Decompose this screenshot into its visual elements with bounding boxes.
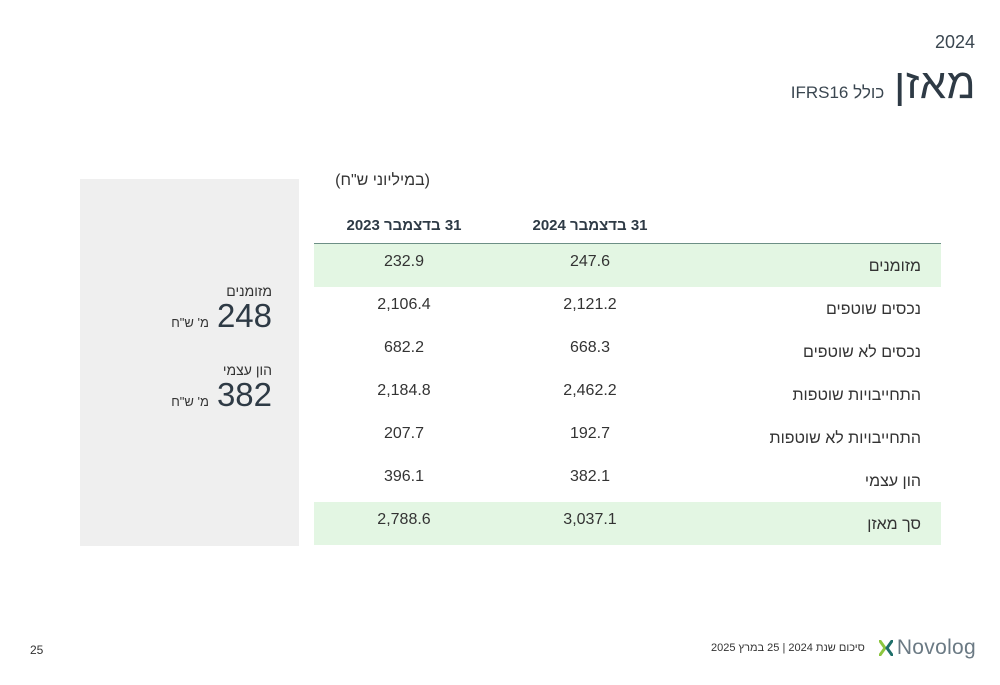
value-2024: 247.6	[569, 253, 611, 270]
table-row: התחייבויות שוטפות 2,462.2 2,184.8	[314, 373, 941, 416]
value-2024: 668.3	[569, 339, 611, 356]
row-label: הון עצמי	[864, 473, 921, 490]
page-number: 25	[30, 643, 44, 657]
value-2023: 2,106.4	[377, 296, 431, 313]
kpi-unit: מ' ש"ח	[171, 315, 209, 330]
year-label: 2024	[934, 32, 975, 52]
value-2024: 3,037.1	[563, 511, 617, 528]
kpi-label: הון עצמי	[222, 362, 272, 378]
page-title: מאזן	[894, 60, 976, 107]
column-header-2023: 31 בדצמבר 2023	[346, 217, 462, 234]
row-label: נכסים לא שוטפים	[803, 344, 921, 361]
value-2023: 2,788.6	[377, 511, 431, 528]
kpi-value-line: 248 מ' ש"ח	[171, 297, 272, 334]
row-label: מזומנים	[868, 258, 921, 275]
table-row: הון עצמי 382.1 396.1	[314, 459, 941, 502]
value-2023: 232.9	[383, 253, 425, 270]
value-2024: 2,462.2	[563, 382, 617, 399]
kpi-equity: הון עצמי 382 מ' ש"ח	[171, 362, 272, 413]
row-label: נכסים שוטפים	[826, 301, 921, 318]
value-2023: 207.7	[383, 425, 425, 442]
kpi-value-line: 382 מ' ש"ח	[171, 376, 272, 413]
row-label: התחייבויות לא שוטפות	[769, 430, 921, 447]
column-header-2024: 31 בדצמבר 2024	[532, 217, 648, 234]
table-row: נכסים שוטפים 2,121.2 2,106.4	[314, 287, 941, 330]
footer-text: סיכום שנת 2024 | 25 במרץ 2025	[711, 642, 865, 654]
value-2023: 682.2	[383, 339, 425, 356]
novolog-x-icon	[878, 640, 893, 656]
value-2024: 2,121.2	[563, 296, 617, 313]
value-2023: 396.1	[383, 468, 425, 485]
value-2023: 2,184.8	[377, 382, 431, 399]
table-row: התחייבויות לא שוטפות 192.7 207.7	[314, 416, 941, 459]
kpi-label: מזומנים	[226, 283, 272, 299]
logo: Novolog	[878, 636, 976, 660]
page-subtitle: כולל IFRS16	[790, 83, 885, 102]
footer: סיכום שנת 2024 | 25 במרץ 2025 Novolog	[711, 636, 976, 660]
title-row: מאזן כולל IFRS16	[791, 60, 976, 108]
table-row: מזומנים 247.6 232.9	[314, 244, 941, 287]
value-2024: 192.7	[569, 425, 611, 442]
logo-wordmark: Novolog	[896, 636, 976, 659]
table-row: נכסים לא שוטפים 668.3 682.2	[314, 330, 941, 373]
units-note: (במיליוני ש"ח)	[335, 172, 430, 189]
row-label: סך מאזן	[867, 516, 921, 533]
kpi-panel: מזומנים 248 מ' ש"ח הון עצמי 382 מ' ש"ח	[80, 179, 299, 546]
table-row: סך מאזן 3,037.1 2,788.6	[314, 502, 941, 545]
header-divider	[314, 243, 941, 244]
row-label: התחייבויות שוטפות	[792, 387, 921, 404]
kpi-value: 382	[216, 376, 272, 413]
kpi-unit: מ' ש"ח	[171, 394, 209, 409]
kpi-value: 248	[216, 297, 272, 334]
kpi-cash: מזומנים 248 מ' ש"ח	[171, 283, 272, 334]
value-2024: 382.1	[569, 468, 611, 485]
